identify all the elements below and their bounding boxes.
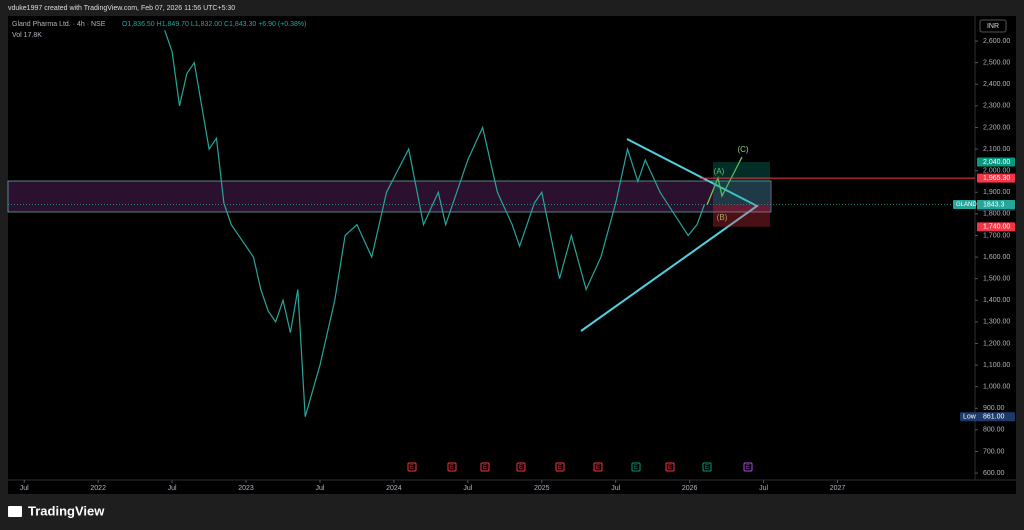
price-line (164, 30, 705, 417)
y-tick-label: 600.00 (983, 470, 1005, 477)
x-tick-label: Jul (463, 485, 472, 492)
event-box (743, 462, 753, 472)
last-tag: GLAND (956, 202, 977, 208)
x-tick-label: Jul (168, 485, 177, 492)
y-tick-label: 1,000.00 (983, 384, 1010, 391)
x-tick-label: Jul (20, 485, 29, 492)
triangle (580, 138, 759, 332)
last-price: 1843.3 (983, 201, 1005, 208)
price-label-box (977, 222, 1015, 232)
y-tick-label: 2,400.00 (983, 81, 1010, 88)
event-marker: E (558, 465, 562, 471)
annotation: (B) (717, 213, 728, 222)
x-tick-label: 2025 (534, 485, 550, 492)
brand: TradingView (28, 503, 105, 518)
price-label-box (977, 157, 1015, 167)
y-tick-label: 1,200.00 (983, 340, 1010, 347)
y-tick-label: 1,100.00 (983, 362, 1010, 369)
x-tick-label: Jul (611, 485, 620, 492)
event-marker: E (410, 465, 414, 471)
price-label: 1,965.30 (983, 175, 1010, 182)
y-tick-label: 2,000.00 (983, 168, 1010, 175)
x-tick-label: 2024 (386, 485, 402, 492)
event-box (480, 462, 490, 472)
x-tick-label: 2023 (238, 485, 254, 492)
event-marker: E (668, 465, 672, 471)
target-zone (713, 162, 770, 205)
y-tick-label: 2,100.00 (983, 146, 1010, 153)
y-tick-label: 2,600.00 (983, 38, 1010, 45)
stop-zone (713, 204, 770, 227)
brand-logo (8, 506, 22, 517)
x-tick-label: 2026 (682, 485, 698, 492)
annotation: (C) (737, 145, 748, 154)
event-box (631, 462, 641, 472)
y-tick-label: 1,900.00 (983, 189, 1010, 196)
y-tick-label: 1,500.00 (983, 276, 1010, 283)
last-price-box (977, 200, 1015, 210)
volume-label: Vol 17.8K (12, 32, 42, 39)
event-box (407, 462, 417, 472)
event-marker: E (746, 465, 750, 471)
y-tick-label: 2,500.00 (983, 60, 1010, 67)
event-box (447, 462, 457, 472)
currency: INR (987, 23, 999, 30)
event-box (593, 462, 603, 472)
event-marker: E (705, 465, 709, 471)
x-tick-label: 2027 (830, 485, 846, 492)
y-tick-label: 1,800.00 (983, 211, 1010, 218)
x-tick-label: Jul (316, 485, 325, 492)
event-box (665, 462, 675, 472)
y-tick-label: 1,700.00 (983, 232, 1010, 239)
y-tick-label: 2,300.00 (983, 103, 1010, 110)
ohlc: O1,836.50 H1,849.70 L1,832.00 C1,843.30 … (122, 21, 306, 28)
event-box (702, 462, 712, 472)
low-box (960, 412, 1015, 422)
event-marker: E (596, 465, 600, 471)
event-box (555, 462, 565, 472)
price-label-box (977, 173, 1015, 183)
event-marker: E (450, 465, 454, 471)
price-label: 1,740.00 (983, 224, 1010, 231)
annotation: (A) (714, 167, 725, 176)
y-tick-label: 1,300.00 (983, 319, 1010, 326)
event-box (516, 462, 526, 472)
y-tick-label: 700.00 (983, 448, 1005, 455)
y-tick-label: 800.00 (983, 427, 1005, 434)
currency-box (979, 19, 1007, 33)
x-tick-label: Jul (759, 485, 768, 492)
low-price: 861.00 (983, 414, 1005, 421)
event-marker: E (519, 465, 523, 471)
last-tag-box (953, 200, 976, 210)
low-tag: Low (963, 414, 977, 421)
price-label: 2,040.00 (983, 159, 1010, 166)
y-tick-label: 900.00 (983, 405, 1005, 412)
projection (706, 156, 743, 206)
plot-background (8, 16, 1016, 494)
event-marker: E (483, 465, 487, 471)
y-tick-label: 1,400.00 (983, 297, 1010, 304)
zone (7, 180, 772, 213)
y-tick-label: 2,200.00 (983, 124, 1010, 131)
footer (0, 497, 1024, 530)
y-tick-label: 1,600.00 (983, 254, 1010, 261)
symbol-title: Gland Pharma Ltd. · 4h · NSE (12, 21, 106, 28)
event-marker: E (634, 465, 638, 471)
header: vduke1997 created with TradingView.com, … (8, 5, 235, 12)
x-tick-label: 2022 (90, 485, 106, 492)
